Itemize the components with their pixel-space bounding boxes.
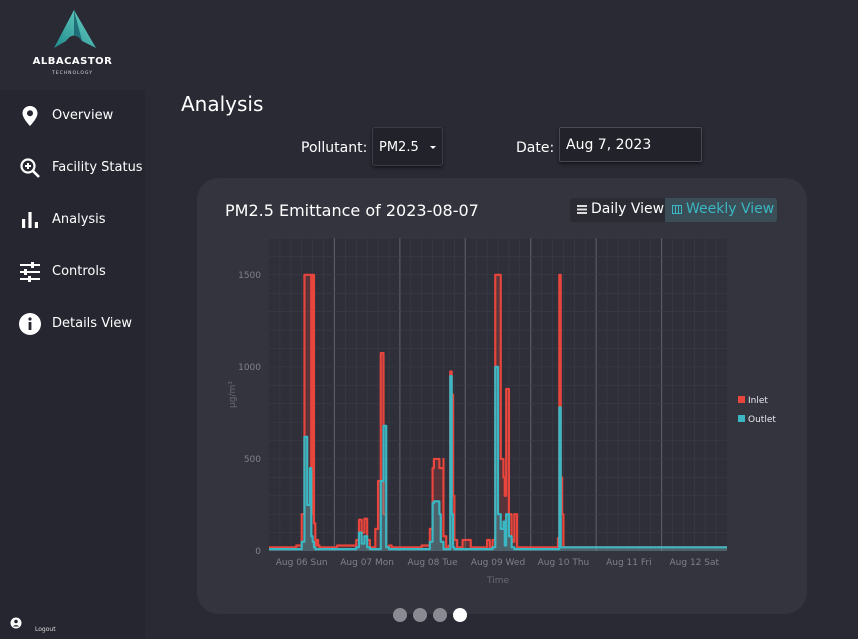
weekly-view-label: Weekly View: [686, 201, 775, 217]
sidebar-item-controls[interactable]: Controls: [0, 246, 145, 298]
sidebar: ALBACASTOR TECHNOLOGY Overview Facility …: [0, 0, 145, 639]
location-pin-icon: [22, 106, 38, 126]
brand-subtitle: TECHNOLOGY: [52, 71, 93, 76]
daily-view-button[interactable]: Daily View: [570, 198, 665, 222]
caret-down-icon: [430, 146, 436, 149]
info-icon: [19, 313, 41, 335]
date-input[interactable]: Aug 7, 2023: [559, 127, 702, 162]
pollutant-select[interactable]: PM2.5: [372, 127, 443, 166]
sliders-icon: [20, 262, 40, 282]
calendar-week-icon: [672, 205, 682, 214]
sidebar-item-label: Overview: [52, 108, 114, 123]
legend-label-inlet: Inlet: [748, 396, 768, 406]
y-tick-label: 1500: [238, 271, 261, 281]
sidebar-item-analysis[interactable]: Analysis: [0, 194, 145, 246]
carousel-dot[interactable]: [393, 608, 407, 622]
sidebar-item-details-view[interactable]: Details View: [0, 298, 145, 350]
carousel-indicator: [393, 608, 473, 622]
bar-chart-icon: [22, 212, 38, 228]
daily-view-label: Daily View: [591, 201, 665, 217]
series-line-inlet: [269, 273, 727, 549]
x-tick-label: Aug 11 Fri: [606, 558, 651, 568]
sidebar-item-overview[interactable]: Overview: [0, 90, 145, 142]
chart-title: PM2.5 Emittance of 2023-08-07: [225, 201, 479, 220]
brand-name: ALBACASTOR: [32, 56, 113, 67]
sidebar-item-label: Analysis: [52, 212, 106, 227]
sidebar-item-facility-status[interactable]: Facility Status: [0, 142, 145, 194]
albacastor-logo-icon: [54, 10, 96, 48]
y-tick-label: 0: [255, 547, 261, 557]
list-icon: [577, 205, 587, 214]
y-tick-label: 1000: [238, 363, 261, 373]
page-title: Analysis: [181, 92, 264, 116]
brand-logo: ALBACASTOR TECHNOLOGY: [0, 0, 145, 90]
carousel-dot-active[interactable]: [453, 608, 467, 622]
series-line-outlet: [269, 365, 727, 551]
pollutant-label: Pollutant:: [301, 140, 368, 156]
sidebar-item-label: Facility Status: [52, 160, 143, 175]
x-tick-label: Aug 12 Sat: [670, 558, 720, 568]
x-tick-label: Aug 08 Tue: [408, 558, 459, 568]
weekly-view-button[interactable]: Weekly View: [665, 198, 777, 222]
x-axis-label: Time: [486, 576, 509, 586]
pm25-chart: 0 500 1000 1500 Aug 06 Sun Aug 07 Mon Aug 08 T…: [228, 237, 776, 586]
date-input-value: Aug 7, 2023: [566, 137, 652, 153]
legend-swatch-inlet: [738, 396, 745, 403]
x-tick-label: Aug 09 Wed: [471, 558, 525, 568]
user-icon: [10, 617, 22, 629]
logout-label: Logout: [35, 626, 56, 633]
y-axis-label: µg/m³: [228, 381, 238, 408]
magnify-plus-icon: [20, 158, 40, 178]
sidebar-nav: Overview Facility Status Analysis: [0, 90, 145, 350]
carousel-dot[interactable]: [413, 608, 427, 622]
chart-card: PM2.5 Emittance of 2023-08-07 Daily View…: [197, 178, 807, 614]
x-tick-label: Aug 07 Mon: [340, 558, 394, 568]
legend-swatch-outlet: [738, 415, 745, 422]
y-tick-label: 500: [244, 455, 261, 465]
carousel-dot[interactable]: [433, 608, 447, 622]
sidebar-item-label: Details View: [52, 316, 133, 331]
pollutant-select-value: PM2.5: [379, 140, 419, 155]
sidebar-item-label: Controls: [52, 264, 106, 279]
x-tick-label: Aug 10 Thu: [538, 558, 590, 568]
date-label: Date:: [516, 140, 555, 156]
legend-label-outlet: Outlet: [748, 415, 776, 425]
x-tick-label: Aug 06 Sun: [276, 558, 328, 568]
